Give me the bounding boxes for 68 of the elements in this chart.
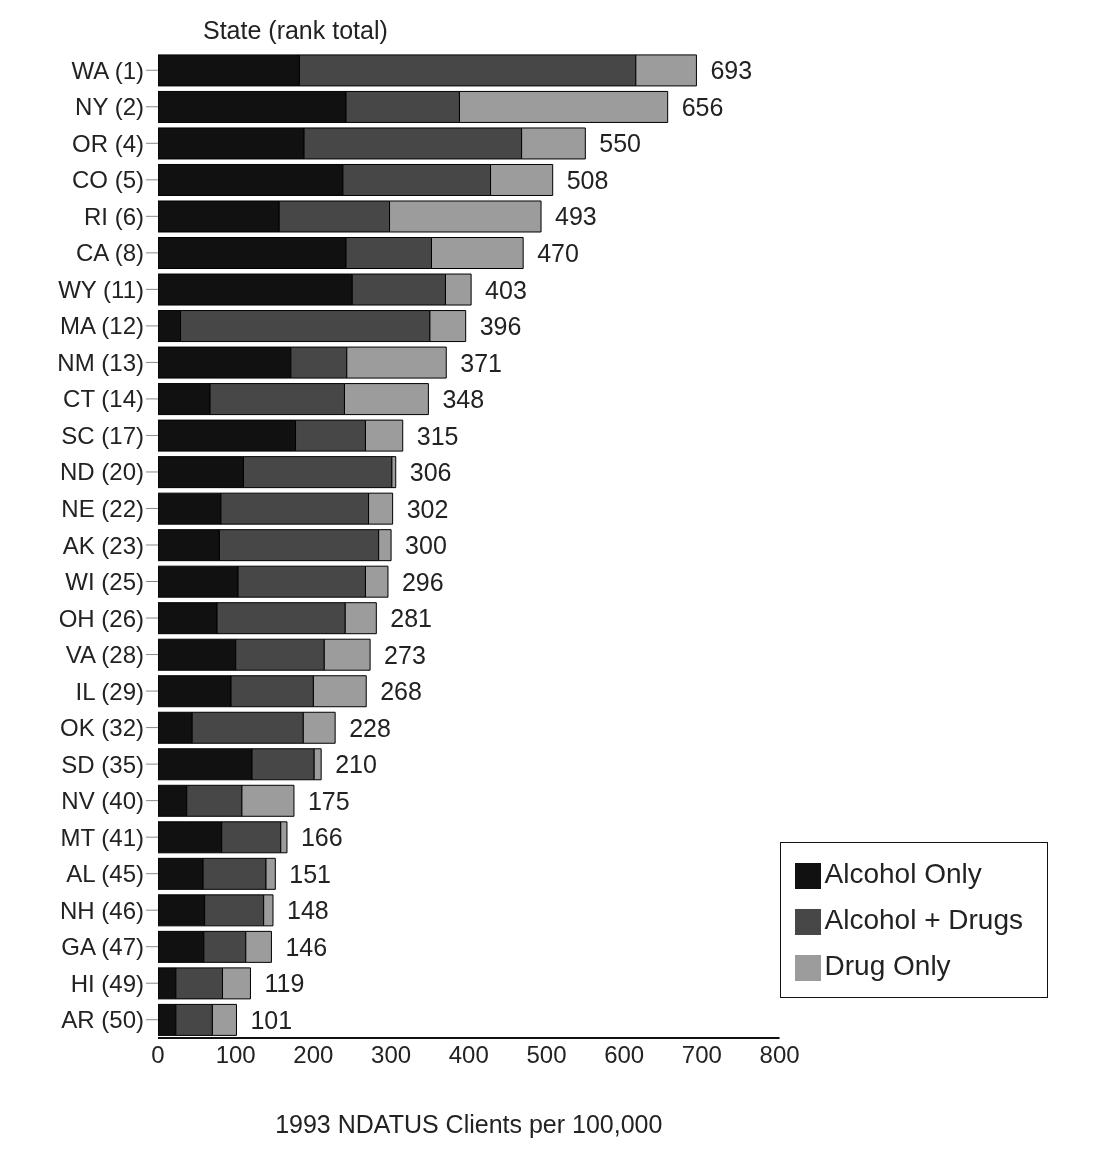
y-tick-label: OH (26) [58,604,144,632]
y-tick-label: OK (32) [59,714,144,742]
y-tick-label: SD (35) [61,750,144,778]
total-label: 281 [390,604,433,633]
total-label: 300 [405,531,447,560]
y-tick-label: AR (50) [61,1006,144,1034]
y-tick-label: WA (1) [71,56,144,84]
y-tick-label: CO (5) [72,166,144,194]
total-label: 371 [460,348,502,377]
x-tick-label: 500 [526,1041,567,1069]
legend-label: Drug Only [824,950,951,981]
total-label: 693 [710,56,753,85]
legend-label: Alcohol + Drugs [824,904,1023,935]
total-label: 119 [264,969,305,998]
y-tick-label: CT (14) [63,385,144,413]
y-tick-label: IL (29) [75,677,144,705]
total-label: 210 [335,750,377,779]
y-tick-label: WI (25) [65,568,144,596]
y-tick-label: SC (17) [61,421,144,449]
y-axis-title: State (rank total) [203,16,388,45]
y-tick-label: NH (46) [59,896,144,924]
x-tick-label: 200 [293,1041,334,1069]
x-axis-title: 1993 NDATUS Clients per 100,000 [275,1110,663,1138]
total-label: 296 [401,567,444,596]
total-label: 396 [479,312,522,341]
total-label: 151 [289,859,332,888]
x-tick-label: 300 [371,1041,412,1069]
y-tick-label: NY (2) [75,93,144,121]
total-label: 228 [349,713,391,742]
y-tick-label: GA (47) [61,933,144,961]
x-tick-label: 700 [681,1041,722,1069]
total-label: 268 [380,677,422,706]
total-label: 166 [300,823,343,852]
total-label: 148 [286,896,329,925]
legend-label: Alcohol Only [824,858,982,889]
total-label: 493 [555,202,597,231]
y-tick-label: ND (20) [59,458,144,486]
total-label: 403 [485,275,527,304]
total-label: 508 [566,165,609,194]
y-tick-label: OR (4) [72,129,144,157]
y-tick-label: MA (12) [59,312,144,340]
y-tick-label: NV (40) [61,787,144,815]
y-tick-label: AL (45) [66,860,144,888]
y-tick-label: VA (28) [65,641,144,669]
total-label: 315 [416,421,459,450]
total-label: 302 [406,494,449,523]
total-label: 146 [285,932,328,961]
y-tick-label: MT (41) [60,823,144,851]
x-tick-label: 100 [215,1041,256,1069]
total-label: 348 [442,385,485,414]
x-tick-label: 400 [448,1041,489,1069]
total-label: 470 [537,239,579,268]
y-tick-label: AK (23) [62,531,144,559]
total-label: 175 [307,786,350,815]
x-tick-label: 0 [151,1041,165,1069]
total-label: 656 [681,92,724,121]
total-label: 550 [599,129,642,158]
total-label: 306 [409,458,452,487]
total-label: 273 [384,640,426,669]
x-tick-label: 600 [604,1041,645,1069]
y-tick-label: RI (6) [84,202,144,230]
y-tick-label: NM (13) [57,348,144,376]
y-tick-label: WY (11) [58,275,144,303]
y-tick-label: HI (49) [70,969,144,997]
y-tick-label: NE (22) [61,495,144,522]
x-tick-label: 800 [759,1041,800,1069]
total-label: 101 [250,1005,293,1034]
y-tick-label: CA (8) [75,239,144,267]
